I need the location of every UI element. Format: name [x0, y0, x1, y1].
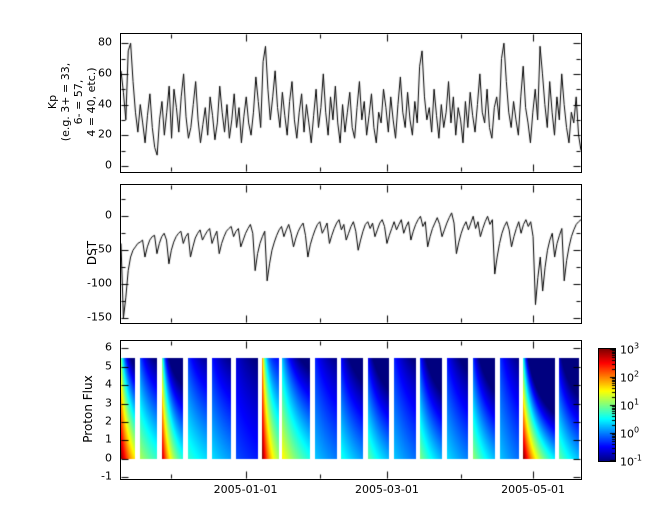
colorbar-tick-label: 102 [620, 369, 640, 385]
kp-axis-label-line4: 4 = 40, etc.) [85, 67, 98, 137]
colorbar-canvas [599, 349, 615, 461]
flux-ytick-label: 1 [105, 432, 112, 446]
colorbar-exponent: -1 [634, 453, 642, 463]
colorbar-exponent: 0 [634, 425, 640, 435]
kp-ytick-label: 0 [105, 158, 112, 172]
dst-ytick-label: -50 [94, 242, 112, 256]
kp-axis-label-line1: Kp [46, 94, 59, 110]
dst-ytick-label: -100 [87, 276, 112, 290]
flux-ytick-label: 2 [105, 414, 112, 428]
colorbar-exponent: 1 [634, 397, 640, 407]
x-tick-label: 2005-01-01 [213, 483, 278, 496]
flux-ytick-label: -1 [101, 469, 112, 483]
flux-axis-label: Proton Flux [81, 375, 95, 443]
proton-flux-spectrogram-canvas [121, 341, 581, 479]
flux-ytick-label: 6 [105, 340, 112, 354]
flux-ytick-label: 3 [105, 396, 112, 410]
x-tick-label: 2005-05-01 [501, 483, 566, 496]
dst-plot-canvas [121, 185, 581, 323]
colorbar-tick-label: 103 [620, 341, 640, 357]
kp-ytick-label: 60 [98, 66, 112, 80]
flux-ytick-label: 5 [105, 359, 112, 373]
colorbar-exponent: 2 [634, 369, 640, 379]
kp-axis-label: Kp (e.g. 3+ = 33, 6- = 57, 4 = 40, etc.) [46, 63, 98, 141]
proton-flux-panel [120, 340, 582, 480]
colorbar-tick-label: 101 [620, 397, 640, 413]
x-tick-label: 2005-03-01 [354, 483, 419, 496]
kp-ytick-label: 80 [98, 35, 112, 49]
colorbar-exponent: 3 [634, 341, 640, 351]
colorbar [598, 348, 616, 462]
kp-ytick-label: 40 [98, 97, 112, 111]
kp-ytick-label: 20 [98, 127, 112, 141]
flux-ytick-label: 0 [105, 451, 112, 465]
kp-panel [120, 33, 582, 173]
dst-ytick-label: 0 [105, 208, 112, 222]
kp-axis-label-line2: (e.g. 3+ = 33, [59, 62, 72, 142]
colorbar-tick-label: 100 [620, 425, 640, 441]
kp-plot-canvas [121, 34, 581, 172]
dst-panel [120, 184, 582, 324]
colorbar-tick-label: 10-1 [620, 453, 642, 469]
dst-ytick-label: -150 [87, 310, 112, 324]
flux-ytick-label: 4 [105, 377, 112, 391]
kp-axis-label-line3: 6- = 57, [72, 79, 85, 125]
